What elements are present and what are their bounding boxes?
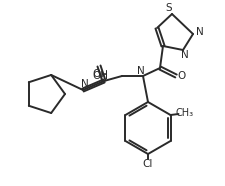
Text: N: N xyxy=(181,50,189,60)
Text: N: N xyxy=(196,27,204,37)
Text: N: N xyxy=(137,66,145,76)
Text: S: S xyxy=(166,3,172,13)
Text: Cl: Cl xyxy=(143,159,153,169)
Text: CH₃: CH₃ xyxy=(176,108,194,118)
Text: OH: OH xyxy=(92,71,108,81)
Text: H: H xyxy=(100,70,106,78)
Text: O: O xyxy=(92,69,100,79)
Text: N: N xyxy=(81,79,89,89)
Text: O: O xyxy=(178,71,186,81)
